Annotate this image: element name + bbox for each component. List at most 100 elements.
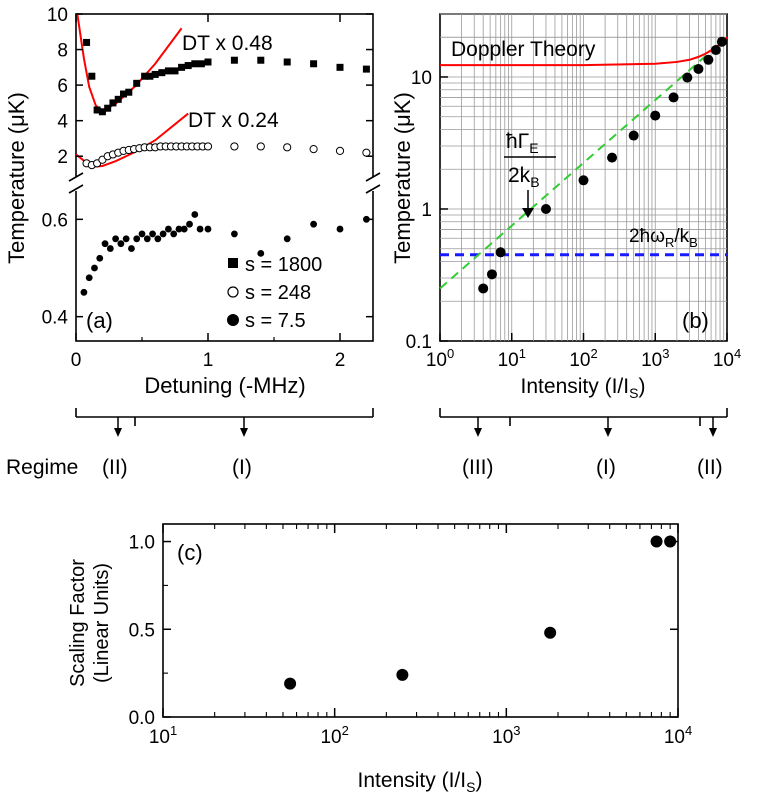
- data-point-b: [478, 283, 489, 294]
- regime-a-label-ii: (II): [102, 456, 128, 479]
- legend-filled-circle-icon: [227, 314, 239, 326]
- panel-c-label: (c): [177, 540, 203, 565]
- panel-b: 100 101 102 103 104 0.1 1 10 (b) Doppler Theory…: [390, 13, 741, 401]
- square-point-s1800: [133, 79, 141, 87]
- gamma-numerator: ħΓE: [506, 130, 539, 156]
- regime-arrow-head-icon: [604, 428, 612, 437]
- regime-b-label-iii: (III): [462, 456, 494, 479]
- x-tick-label-b: 100: [426, 346, 454, 371]
- panel-c-ylabel-line1: Scaling Factor: [67, 559, 89, 687]
- filled-circle-point-s75: [170, 230, 178, 238]
- gamma-arrow-head: [522, 208, 534, 218]
- panel-c-xlabel: Intensity (I/IS): [358, 769, 483, 795]
- regime-b-label-ii: (II): [697, 456, 723, 479]
- open-circle-point-s248: [335, 146, 345, 155]
- filled-circle-point-s75: [128, 245, 135, 252]
- panel-c: 101 102 103 104 0.0 0.5 1.0 (c) Intensity (I/I…: [67, 523, 692, 795]
- y-tick-label-a-upper: 2: [57, 147, 68, 168]
- y-tick-label-c: 1.0: [129, 533, 155, 554]
- data-point-b: [693, 63, 704, 74]
- fit-label-024: DT x 0.24: [188, 109, 279, 132]
- panel-a-frame: [75, 13, 374, 342]
- filled-circle-point-s75: [96, 254, 104, 262]
- y-tick-label-b: 1: [421, 200, 432, 221]
- legend-label-1800: s = 1800: [245, 254, 322, 276]
- recoil-label: 2ħωR/kB: [629, 226, 698, 250]
- filled-circle-point-s75: [85, 274, 93, 282]
- panel-a-ylabel: Temperature (μK): [4, 92, 29, 264]
- data-point-b: [650, 110, 661, 121]
- square-point-s1800: [204, 58, 212, 66]
- open-circle-point-s248: [230, 142, 239, 151]
- regime-bar-b: (III) (I) (II): [439, 408, 728, 479]
- gamma-annotation: ħΓE 2kB: [504, 130, 556, 218]
- x-tick-label-a: 1: [203, 350, 214, 371]
- x-tick-label-b: 102: [569, 346, 597, 371]
- x-tick-label-c: 101: [149, 723, 177, 748]
- square-point-s1800: [151, 70, 159, 78]
- fit-curve-1: [76, 112, 189, 168]
- square-point-s1800: [158, 69, 166, 77]
- x-tick-label-b: 101: [498, 346, 526, 371]
- square-point-s1800: [283, 58, 291, 66]
- x-tick-label-a: 0: [71, 350, 82, 371]
- square-point-s1800: [141, 72, 149, 80]
- data-point-c: [544, 626, 557, 639]
- x-tick-label-c: 104: [664, 723, 692, 748]
- y-tick-label-b: 10: [411, 68, 432, 89]
- panel-a-xlabel: Detuning (-MHz): [144, 373, 305, 398]
- data-point-b: [540, 203, 551, 214]
- legend-open-circle-icon: [227, 286, 239, 298]
- square-point-s1800: [230, 56, 238, 64]
- square-point-s1800: [336, 63, 344, 71]
- data-point-b: [716, 36, 727, 47]
- filled-circle-point-s75: [186, 220, 193, 228]
- filled-circle-point-s75: [133, 235, 141, 243]
- filled-circle-point-s75: [310, 220, 317, 228]
- filled-circle-point-s75: [180, 225, 188, 233]
- open-circle-point-s248: [256, 142, 265, 151]
- panel-c-ylabel-line2: (Linear Units): [91, 563, 113, 683]
- axis-break-mark-left: [68, 184, 84, 194]
- axis-break-mark-right: [365, 184, 381, 194]
- filled-circle-point-s75: [101, 240, 109, 248]
- filled-circle-point-s75: [138, 230, 146, 238]
- x-tick-label-b: 104: [713, 346, 741, 371]
- regime-arrow-head-icon: [114, 428, 122, 437]
- panel-c-frame: [162, 523, 679, 718]
- square-point-s1800: [184, 62, 192, 70]
- data-point-c: [284, 677, 297, 690]
- square-point-s1800: [171, 67, 179, 75]
- data-point-b: [607, 152, 618, 163]
- filled-circle-point-s75: [336, 225, 344, 233]
- legend-label-75: s = 7.5: [245, 310, 306, 332]
- filled-circle-point-s75: [191, 211, 199, 218]
- regime-arrow-head-icon: [474, 428, 482, 437]
- y-tick-label-a-upper: 10: [47, 5, 68, 26]
- regime-arrow-head-icon: [709, 428, 717, 437]
- doppler-label: Doppler Theory: [451, 38, 596, 61]
- square-point-s1800: [146, 72, 154, 80]
- filled-circle-point-s75: [143, 235, 151, 243]
- square-point-s1800: [109, 99, 117, 107]
- panel-b-ylabel: Temperature (μK): [390, 92, 415, 264]
- square-point-s1800: [98, 108, 106, 116]
- filled-circle-point-s75: [231, 230, 238, 238]
- legend-a: s = 1800 s = 248 s = 7.5: [227, 254, 322, 332]
- square-point-s1800: [104, 104, 112, 112]
- filled-circle-point-s75: [165, 225, 172, 233]
- y-tick-label-b: 0.1: [406, 332, 432, 353]
- y-tick-label-a-upper: 8: [57, 41, 68, 62]
- square-point-s1800: [83, 38, 91, 46]
- regime-b-label-i: (I): [596, 456, 616, 479]
- square-point-s1800: [310, 60, 318, 68]
- regime-arrow-head-icon: [240, 428, 248, 437]
- square-point-s1800: [164, 67, 172, 75]
- filled-circle-point-s75: [283, 235, 291, 243]
- panel-b-label: (b): [682, 308, 709, 333]
- data-point-b: [495, 247, 506, 258]
- open-circle-point-s248: [203, 142, 213, 151]
- regime-bar-a: Regime (II) (I): [6, 408, 374, 479]
- y-tick-label-a-upper: 4: [57, 112, 68, 133]
